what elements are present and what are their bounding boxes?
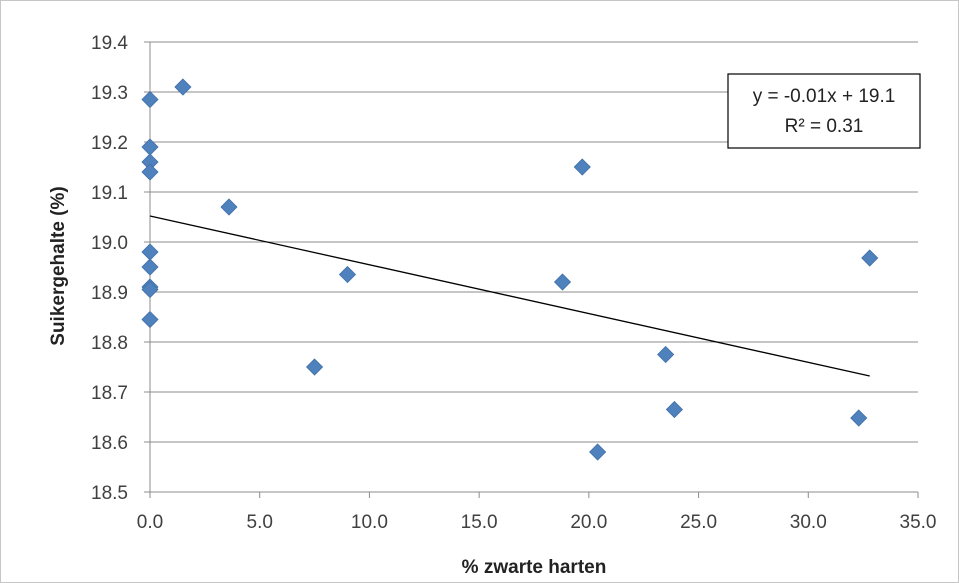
data-point xyxy=(589,443,607,461)
x-tick-label: 15.0 xyxy=(461,512,498,533)
data-point xyxy=(141,243,159,261)
data-point xyxy=(141,138,159,156)
y-tick-label: 18.8 xyxy=(91,333,128,354)
data-point xyxy=(141,258,159,276)
data-point xyxy=(174,78,192,96)
x-tick-label: 25.0 xyxy=(680,512,717,533)
x-tick-label: 30.0 xyxy=(790,512,827,533)
x-tick-label: 35.0 xyxy=(900,512,937,533)
data-point xyxy=(306,358,324,376)
x-axis-title: % zwarte harten xyxy=(462,557,607,578)
equation-box-border xyxy=(727,73,921,149)
y-tick-label: 18.5 xyxy=(91,483,128,504)
data-point xyxy=(141,310,159,329)
data-point xyxy=(338,265,357,284)
x-tick-label: 10.0 xyxy=(351,512,388,533)
y-tick-label: 18.6 xyxy=(91,433,128,454)
data-point xyxy=(220,198,238,216)
y-tick-label: 19.2 xyxy=(91,133,128,154)
y-axis-tick-labels: 18.5 18.6 18.7 18.8 18.9 19.0 19.1 19.2 19.3 19.4 xyxy=(91,33,128,504)
data-points xyxy=(141,78,879,461)
y-tick-label: 19.1 xyxy=(91,183,128,204)
data-point xyxy=(553,273,572,291)
data-point xyxy=(141,163,159,181)
trendline xyxy=(149,215,870,377)
y-tick-label: 19.0 xyxy=(91,233,128,254)
data-point xyxy=(665,400,683,419)
trendline-r-squared: R² = 0.31 xyxy=(785,116,864,137)
y-tick-label: 19.4 xyxy=(91,33,128,54)
trendline-equation: y = -0.01x + 19.1 xyxy=(753,86,896,107)
y-tick-label: 18.9 xyxy=(91,283,128,304)
data-point xyxy=(657,345,675,364)
data-point xyxy=(141,280,159,299)
x-tick-label: 5.0 xyxy=(247,512,273,533)
data-point xyxy=(850,409,868,427)
x-axis-tick-labels: 0.0 5.0 10.0 15.0 20.0 25.0 30.0 35.0 xyxy=(137,512,937,533)
data-point xyxy=(861,249,879,267)
data-point xyxy=(573,158,591,176)
x-tick-label: 0.0 xyxy=(137,512,163,533)
data-point xyxy=(141,90,159,109)
y-tick-label: 19.3 xyxy=(91,83,128,104)
y-axis-title: Suikergehalte (%) xyxy=(48,186,69,345)
x-tick-label: 20.0 xyxy=(570,512,607,533)
trendline-equation-box: y = -0.01x + 19.1 R² = 0.31 xyxy=(727,73,921,149)
trendline-line xyxy=(149,215,870,377)
y-tick-label: 18.7 xyxy=(91,383,128,404)
